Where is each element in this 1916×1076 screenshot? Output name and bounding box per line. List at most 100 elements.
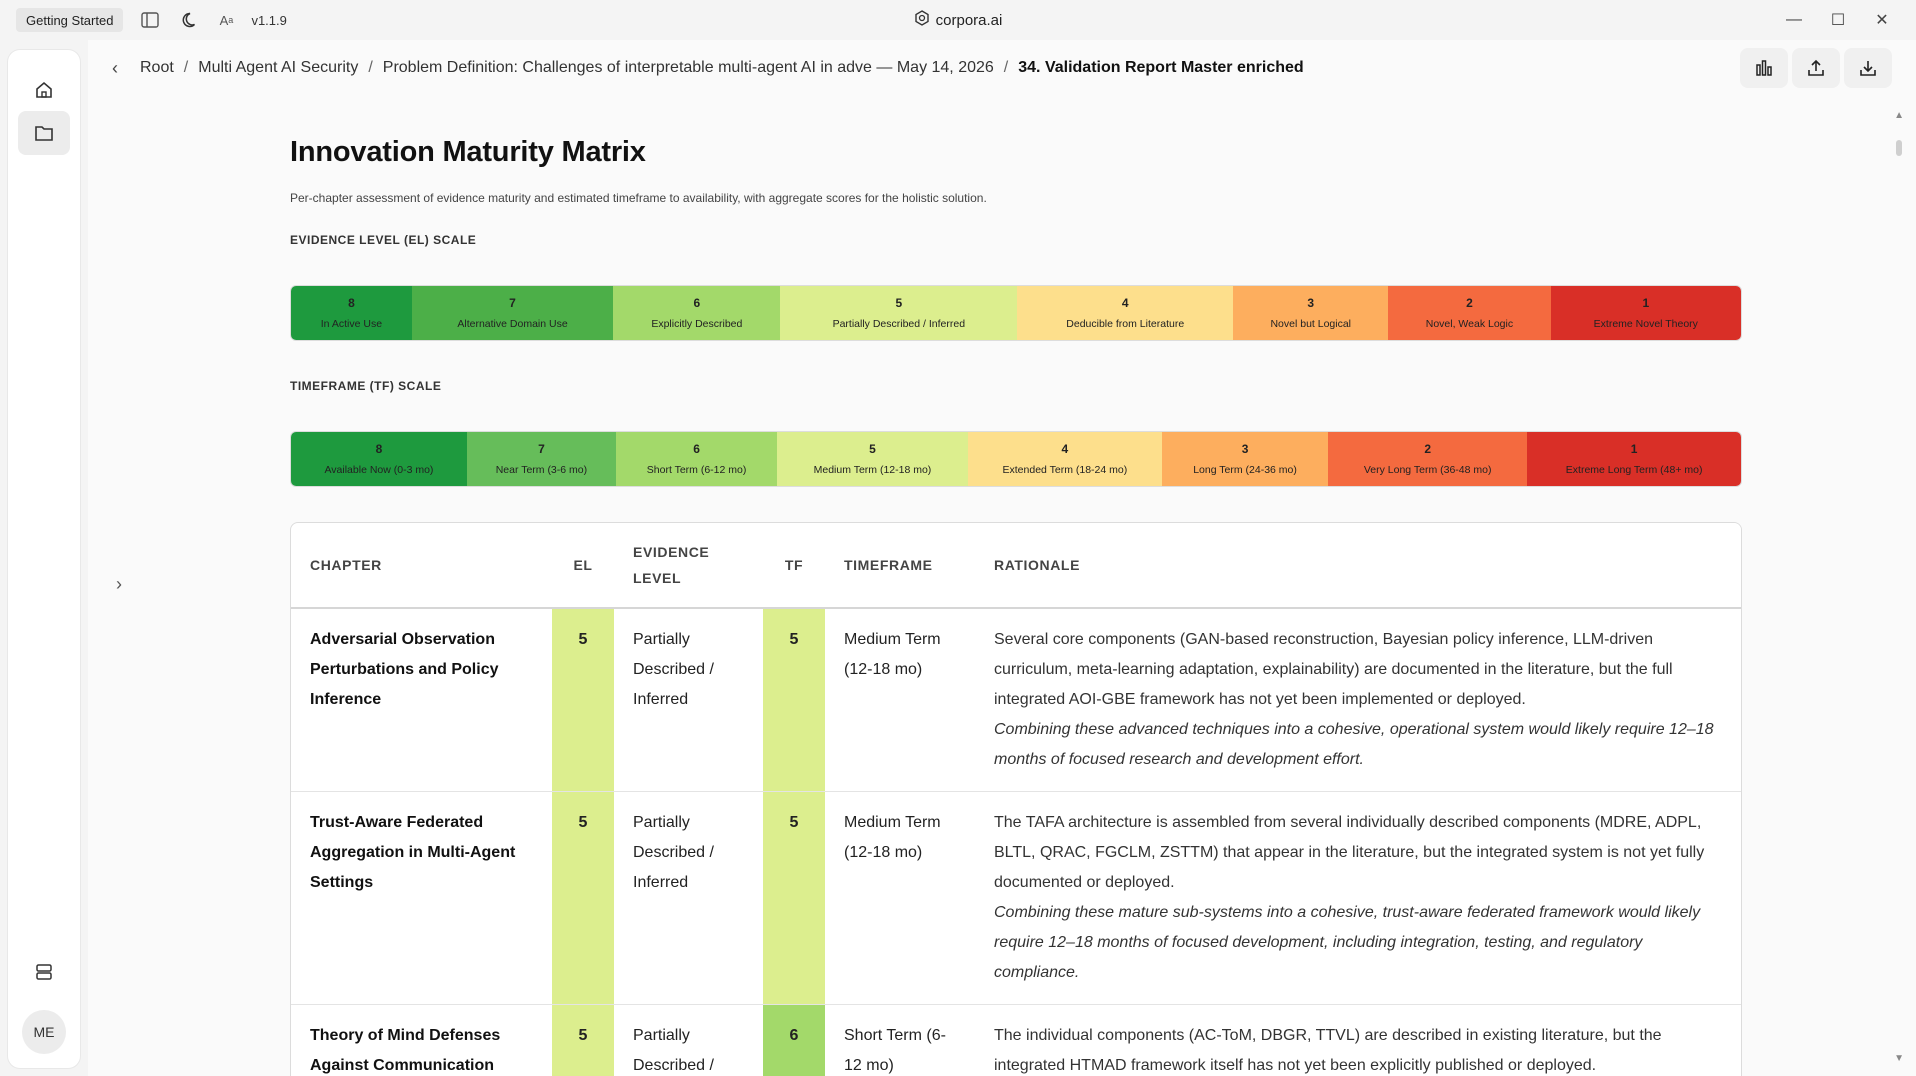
maturity-table: CHAPTER EL EVIDENCE LEVEL TF TIMEFRAME R… xyxy=(290,522,1742,1076)
app-name: corpora.ai xyxy=(935,11,1003,29)
el_scale-segment: 7 Alternative Domain Use xyxy=(411,286,614,340)
tf_scale-segment-number: 7 xyxy=(538,442,545,456)
tf_scale-segment-label: Long Term (24-36 mo) xyxy=(1193,464,1297,476)
table-row: Adversarial Observation Perturbations an… xyxy=(291,608,1741,792)
el_scale-segment-number: 8 xyxy=(348,296,355,310)
minimize-icon[interactable]: — xyxy=(1786,11,1802,28)
getting-started-button[interactable]: Getting Started xyxy=(16,8,124,32)
tf_scale-segment: 5 Medium Term (12-18 mo) xyxy=(777,432,968,486)
el_scale-segment-label: Partially Described / Inferred xyxy=(832,318,966,330)
el_scale-segment-label: Deducible from Literature xyxy=(1066,318,1185,330)
breadcrumb-root[interactable]: Root xyxy=(140,59,174,76)
report-content: Innovation Maturity Matrix Per-chapter a… xyxy=(290,130,1742,1076)
el_scale-segment-label: Novel but Logical xyxy=(1270,318,1352,330)
tf_scale-segment: 8 Available Now (0-3 mo) xyxy=(291,432,467,486)
el_scale-segment-number: 7 xyxy=(509,296,516,310)
header-el: EL xyxy=(552,523,614,609)
tf_scale-segment-label: Extreme Long Term (48+ mo) xyxy=(1565,464,1703,476)
chart-icon[interactable] xyxy=(1740,48,1788,88)
breadcrumb-project[interactable]: Multi Agent AI Security xyxy=(198,59,359,76)
cell-chapter: Adversarial Observation Perturbations an… xyxy=(291,608,552,792)
database-icon[interactable] xyxy=(18,950,70,994)
cell-tf: 5 xyxy=(763,608,825,792)
cell-rationale: The individual components (AC-ToM, DBGR,… xyxy=(975,1004,1741,1076)
home-icon[interactable] xyxy=(18,68,70,112)
breadcrumb-problem[interactable]: Problem Definition: Challenges of interp… xyxy=(382,59,994,76)
cell-chapter: Theory of Mind Defenses Against Communic… xyxy=(291,1004,552,1076)
el_scale-segment: 8 In Active Use xyxy=(291,286,412,340)
el_scale-segment-number: 6 xyxy=(693,296,701,310)
tf_scale-segment-number: 2 xyxy=(1424,442,1432,456)
tf-scale-label: TIMEFRAME (TF) SCALE xyxy=(290,379,442,393)
cell-timeframe: Short Term (6-12 mo) xyxy=(825,1004,975,1076)
cell-el: 5 xyxy=(552,791,614,1005)
tf_scale-segment-number: 4 xyxy=(1061,442,1069,456)
table-row: Theory of Mind Defenses Against Communic… xyxy=(291,1004,1741,1076)
cell-timeframe: Medium Term (12-18 mo) xyxy=(825,608,975,792)
el_scale-segment-label: Novel, Weak Logic xyxy=(1425,318,1514,330)
tf_scale-segment: 1 Extreme Long Term (48+ mo) xyxy=(1527,432,1741,486)
sidebar-toggle-icon[interactable] xyxy=(139,9,161,31)
rationale-text: The TAFA architecture is assembled from … xyxy=(994,814,1705,891)
avatar[interactable]: ME xyxy=(22,1010,66,1054)
download-icon[interactable] xyxy=(1844,48,1892,88)
breadcrumb-separator: / xyxy=(183,59,189,76)
cell-tf: 6 xyxy=(763,1004,825,1076)
header-tf: TF xyxy=(763,523,825,609)
header-rationale: RATIONALE xyxy=(975,523,1741,609)
dark-mode-icon[interactable] xyxy=(177,9,199,31)
tf-scale-bar: 8 Available Now (0-3 mo) 7 Near Term (3-6 m… xyxy=(290,431,1742,487)
cell-tf: 5 xyxy=(763,791,825,1005)
app-logo-icon xyxy=(914,10,930,30)
breadcrumb-separator: / xyxy=(1003,59,1009,76)
page-title: Innovation Maturity Matrix xyxy=(290,136,646,168)
cell-el: 5 xyxy=(552,608,614,792)
tf_scale-segment-label: Available Now (0-3 mo) xyxy=(324,464,434,476)
maximize-icon[interactable]: ☐ xyxy=(1830,12,1846,29)
el_scale-segment-number: 1 xyxy=(1642,296,1650,310)
el-scale-label: EVIDENCE LEVEL (EL) SCALE xyxy=(290,233,477,247)
version-label: v1.1.9 xyxy=(251,12,287,28)
rationale-note: Combining these advanced techniques into… xyxy=(994,721,1714,768)
back-icon[interactable]: ‹ xyxy=(112,57,118,78)
cell-evidence-level: Partially Described / Inferred xyxy=(614,608,763,792)
cell-evidence-level: Partially Described / Inferred xyxy=(614,791,763,1005)
close-icon[interactable]: ✕ xyxy=(1875,12,1889,29)
el_scale-segment-number: 3 xyxy=(1307,296,1315,310)
tf_scale-segment-label: Near Term (3-6 mo) xyxy=(495,464,588,476)
expand-panel-icon[interactable]: › xyxy=(116,574,122,594)
cell-rationale: The TAFA architecture is assembled from … xyxy=(975,791,1741,1005)
tf_scale-segment: 6 Short Term (6-12 mo) xyxy=(615,432,778,486)
tf_scale-segment: 2 Very Long Term (36-48 mo) xyxy=(1328,432,1528,486)
tf_scale-segment: 3 Long Term (24-36 mo) xyxy=(1161,432,1329,486)
el_scale-segment-number: 2 xyxy=(1466,296,1473,310)
rationale-note: Combining these mature sub-systems into … xyxy=(994,904,1701,981)
el_scale-segment: 5 Partially Described / Inferred xyxy=(780,286,1018,340)
cell-el: 5 xyxy=(552,1004,614,1076)
header-chapter: CHAPTER xyxy=(291,523,552,609)
folder-icon[interactable] xyxy=(18,111,70,155)
tf_scale-segment-number: 8 xyxy=(375,442,383,456)
el_scale-segment-number: 4 xyxy=(1121,296,1129,310)
share-icon[interactable] xyxy=(1792,48,1840,88)
tf_scale-segment-label: Extended Term (18-24 mo) xyxy=(1002,464,1128,476)
tf_scale-segment: 7 Near Term (3-6 mo) xyxy=(466,432,616,486)
el_scale-segment-label: Alternative Domain Use xyxy=(457,318,568,330)
cell-evidence-level: Partially Described / xyxy=(614,1004,763,1076)
el_scale-segment: 4 Deducible from Literature xyxy=(1017,286,1234,340)
tf_scale-segment-label: Short Term (6-12 mo) xyxy=(646,464,747,476)
scroll-up-arrow[interactable]: ▲ xyxy=(1894,110,1904,121)
tf_scale-segment: 4 Extended Term (18-24 mo) xyxy=(967,432,1162,486)
table-header-row: CHAPTER EL EVIDENCE LEVEL TF TIMEFRAME R… xyxy=(291,523,1741,609)
tf_scale-segment-label: Very Long Term (36-48 mo) xyxy=(1363,464,1492,476)
breadcrumb-separator: / xyxy=(368,59,373,76)
el_scale-segment-number: 5 xyxy=(895,296,903,310)
rationale-text: The individual components (AC-ToM, DBGR,… xyxy=(994,1027,1662,1074)
tf_scale-segment-number: 1 xyxy=(1630,442,1638,456)
scroll-down-arrow[interactable]: ▼ xyxy=(1894,1053,1904,1064)
tf_scale-segment-number: 3 xyxy=(1241,442,1249,456)
header-timeframe: TIMEFRAME xyxy=(825,523,975,609)
scrollbar-thumb[interactable] xyxy=(1896,140,1902,156)
